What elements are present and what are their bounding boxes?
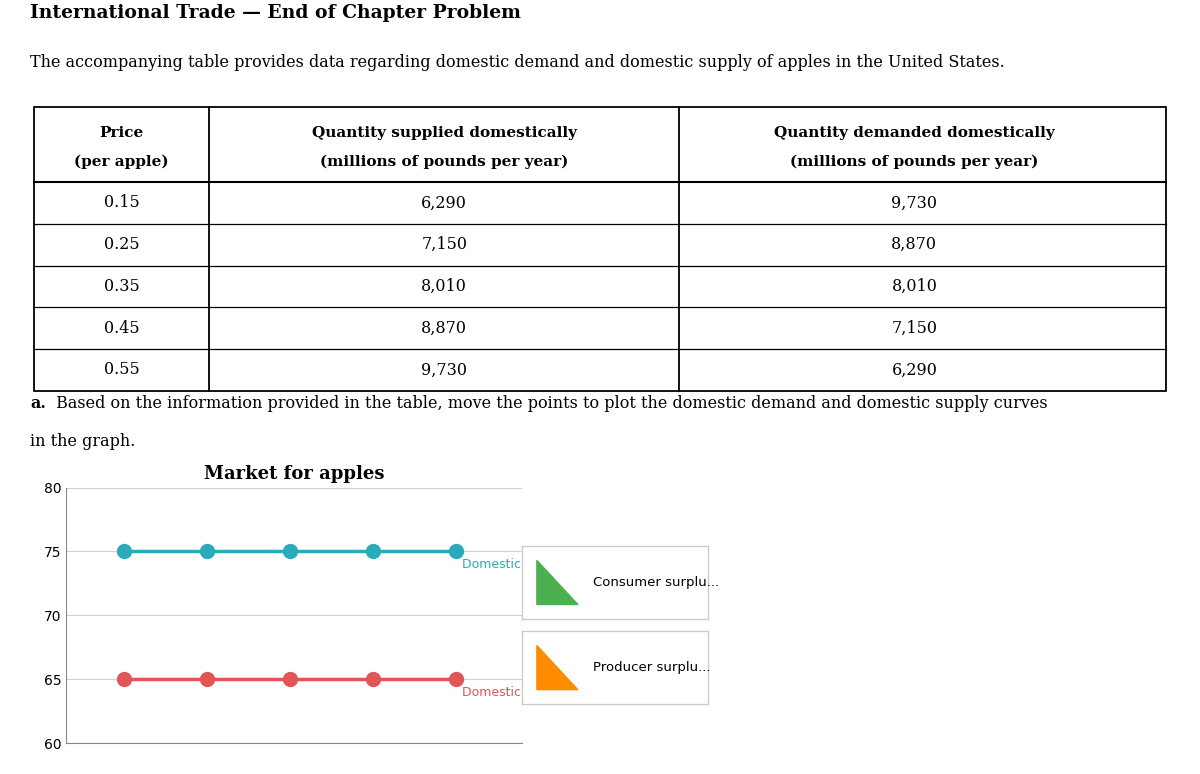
Text: Quantity demanded domestically: Quantity demanded domestically (774, 126, 1055, 140)
Text: 6,290: 6,290 (892, 361, 937, 378)
Text: 8,010: 8,010 (892, 278, 937, 295)
Text: 6,290: 6,290 (421, 194, 467, 211)
Text: Producer surplu...: Producer surplu... (593, 661, 710, 674)
Text: Domestic supply: Domestic supply (462, 686, 566, 699)
Text: The accompanying table provides data regarding domestic demand and domestic supp: The accompanying table provides data reg… (30, 54, 1004, 71)
Text: 0.45: 0.45 (103, 320, 139, 337)
Text: (per apple): (per apple) (74, 154, 169, 169)
Polygon shape (536, 560, 578, 604)
Text: 8,870: 8,870 (892, 236, 937, 253)
Text: 9,730: 9,730 (421, 361, 467, 378)
Text: Domestic demand: Domestic demand (462, 558, 577, 571)
Text: 0.55: 0.55 (103, 361, 139, 378)
Text: (millions of pounds per year): (millions of pounds per year) (320, 154, 569, 169)
Text: (millions of pounds per year): (millions of pounds per year) (790, 154, 1038, 169)
Text: International Trade — End of Chapter Problem: International Trade — End of Chapter Pro… (30, 4, 521, 22)
Text: 0.25: 0.25 (103, 236, 139, 253)
Text: 7,150: 7,150 (421, 236, 467, 253)
Text: Quantity supplied domestically: Quantity supplied domestically (312, 126, 577, 140)
Text: 8,010: 8,010 (421, 278, 467, 295)
Text: Consumer surplu...: Consumer surplu... (593, 576, 719, 589)
Polygon shape (536, 646, 578, 690)
Text: 0.15: 0.15 (103, 194, 139, 211)
Text: 8,870: 8,870 (421, 320, 467, 337)
Text: 9,730: 9,730 (892, 194, 937, 211)
Text: Based on the information provided in the table, move the points to plot the dome: Based on the information provided in the… (50, 395, 1048, 412)
Title: Market for apples: Market for apples (204, 465, 384, 483)
Text: Price: Price (100, 126, 144, 140)
Text: 7,150: 7,150 (892, 320, 937, 337)
Text: 0.35: 0.35 (103, 278, 139, 295)
Text: a.: a. (30, 395, 46, 412)
Text: in the graph.: in the graph. (30, 433, 136, 450)
